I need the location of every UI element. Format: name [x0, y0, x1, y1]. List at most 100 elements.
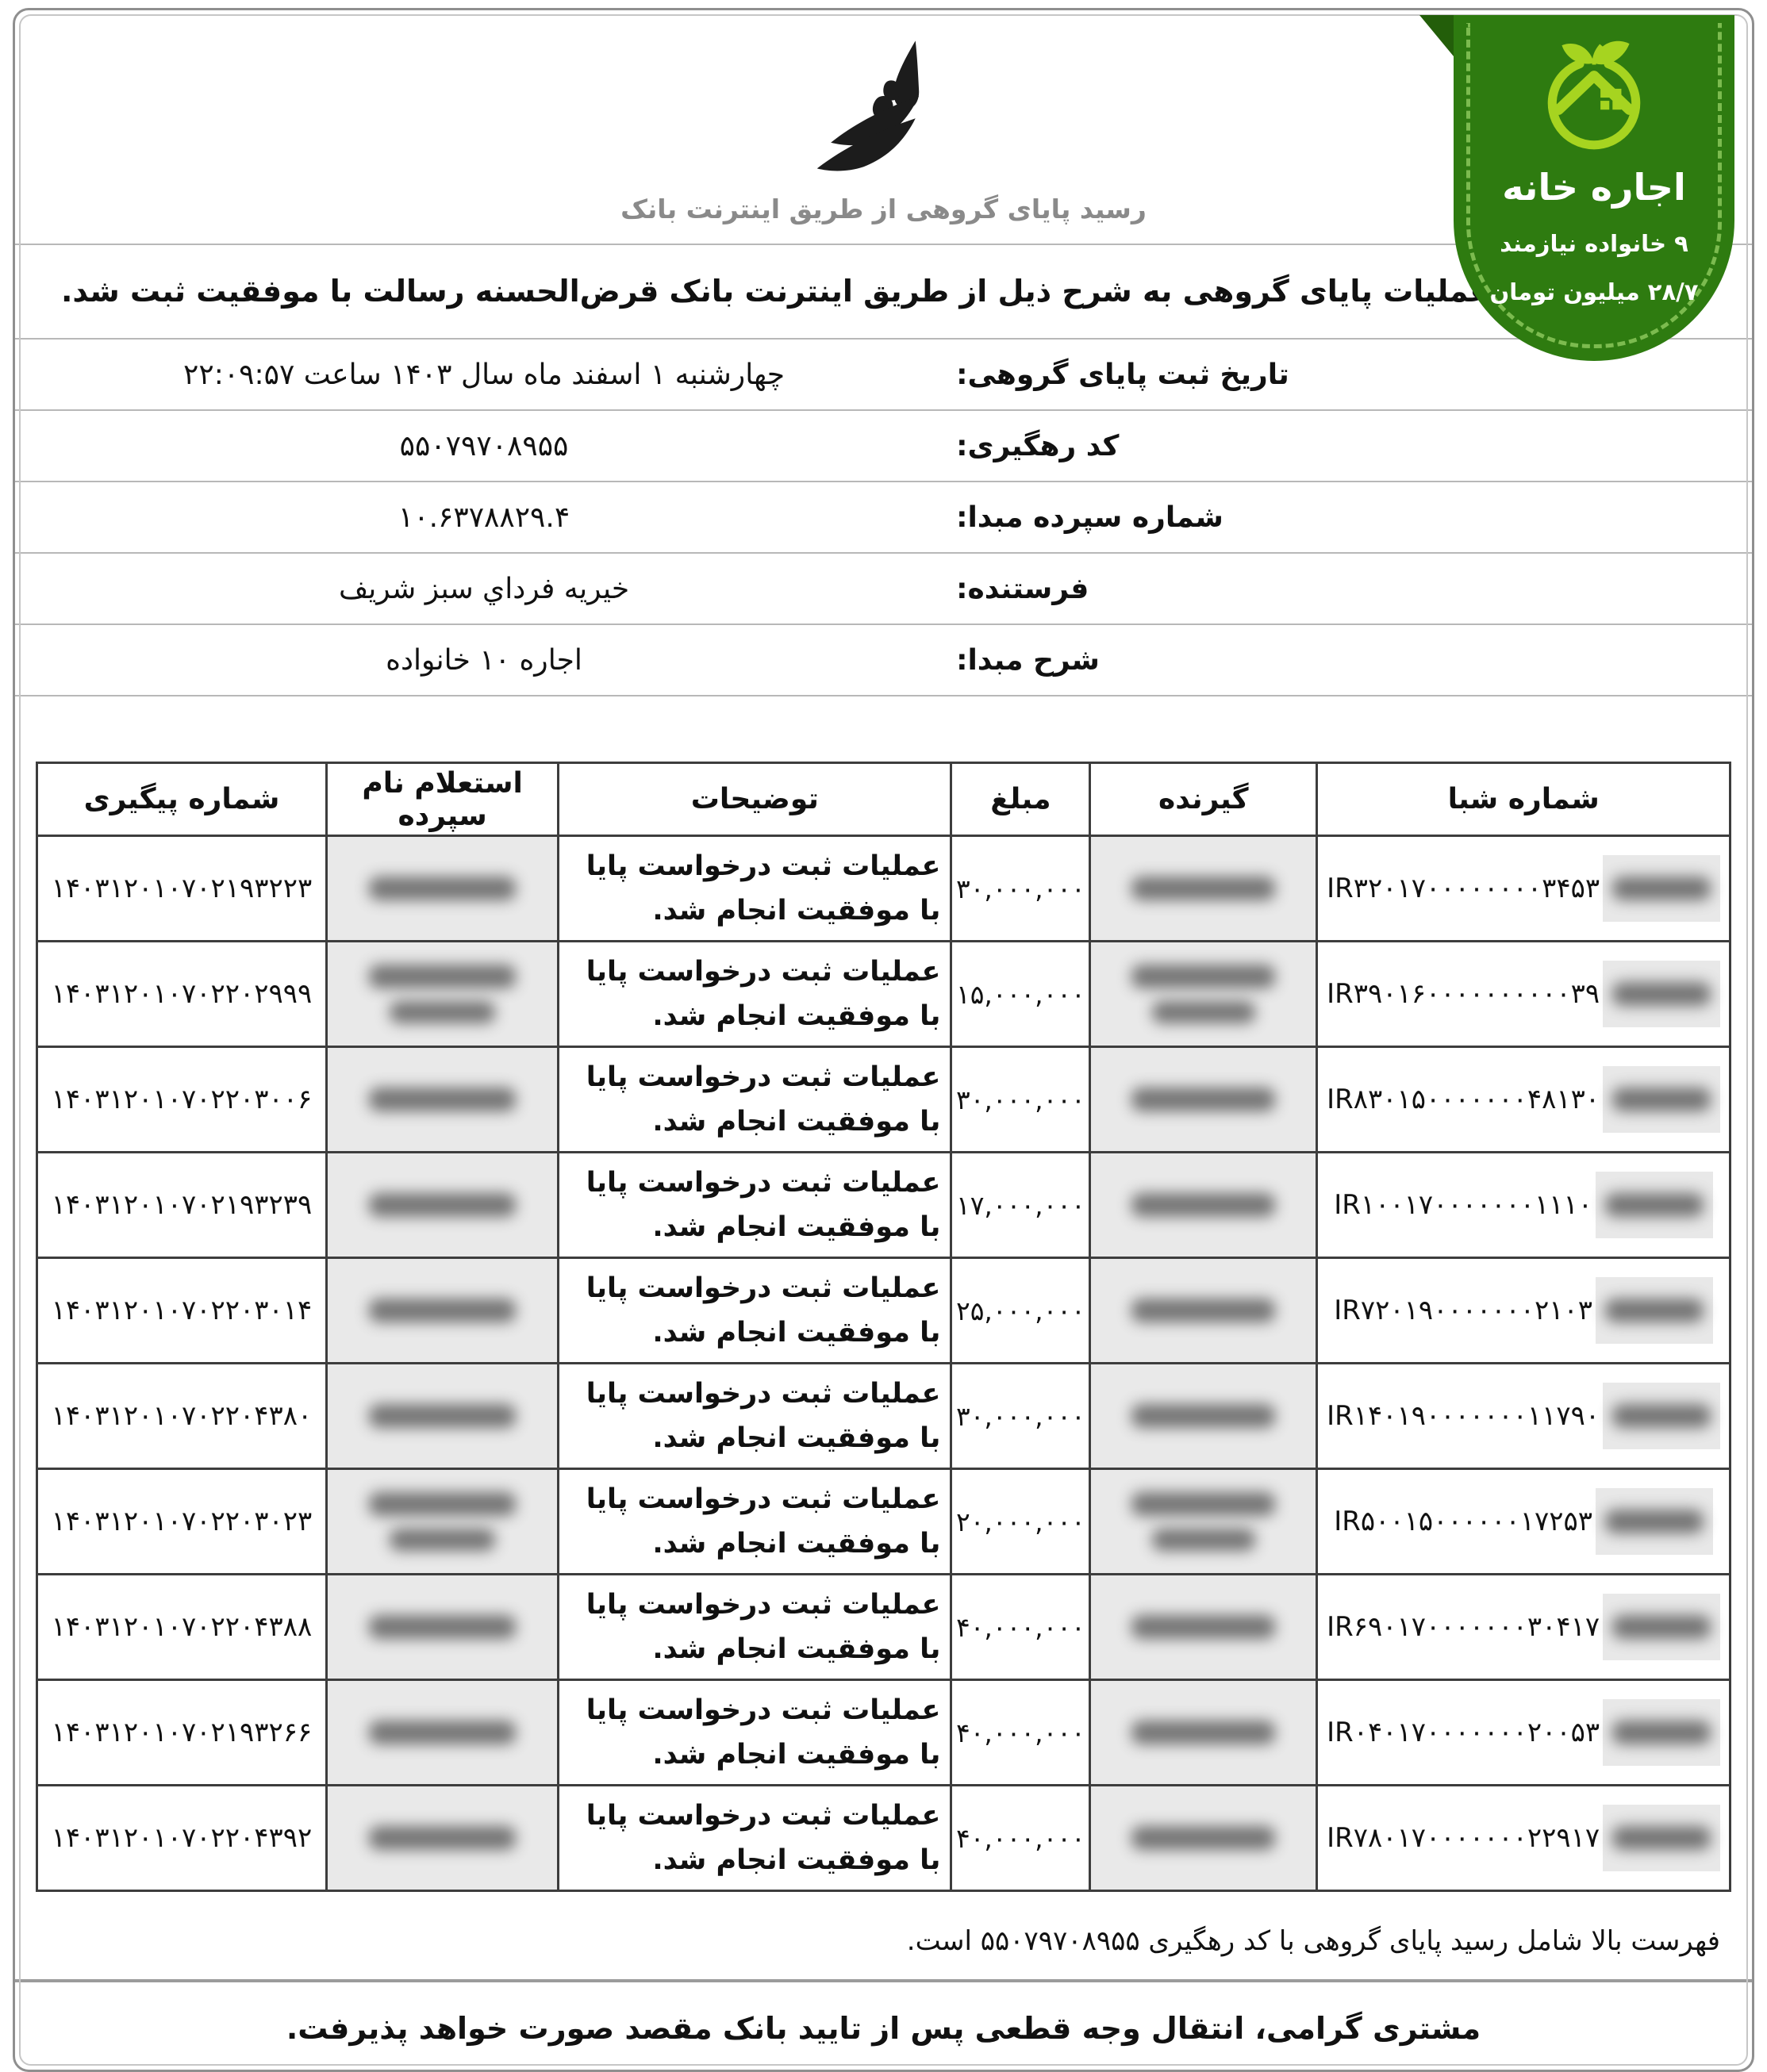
name-inquiry-cell [325, 1679, 560, 1787]
redacted-receiver-name [1091, 1575, 1316, 1679]
redacted-sheba-digits [1596, 1277, 1714, 1345]
receipt-header: رسید پایای گروهی از طریق اینترنت بانک [15, 10, 1752, 244]
paya-row: IR۵۰۰۱۵۰۰۰۰۰۰۱۷۲۵۳ ۲۰,۰۰۰,۰۰۰ عملیات ثبت… [36, 1468, 1731, 1576]
amount-cell: ۴۰,۰۰۰,۰۰۰ [950, 1784, 1092, 1893]
name-inquiry-cell [325, 1046, 560, 1154]
description-cell: عملیات ثبت درخواست پایا با موفقیت انجام … [557, 1362, 953, 1471]
redacted-deposit-name [327, 1681, 558, 1785]
blur-smudge [369, 1193, 517, 1218]
sheba-number: IR۳۹۰۱۶۰۰۰۰۰۰۰۰۰۰۳۹ [1327, 978, 1600, 1011]
paya-row: IR۱۰۰۱۷۰۰۰۰۰۰۰۱۱۱۰ ۱۷,۰۰۰,۰۰۰ عملیات ثبت… [36, 1151, 1731, 1260]
footer-note: فهرست بالا شامل رسید پایای گروهی با کد ر… [906, 1925, 1720, 1958]
paya-row: IR۷۲۰۱۹۰۰۰۰۰۰۰۲۱۰۳ ۲۵,۰۰۰,۰۰۰ عملیات ثبت… [36, 1257, 1731, 1365]
paya-row: IR۰۴۰۱۷۰۰۰۰۰۰۰۲۰۰۵۳ ۴۰,۰۰۰,۰۰۰ عملیات ثب… [36, 1679, 1731, 1787]
description-cell: عملیات ثبت درخواست پایا با موفقیت انجام … [557, 940, 953, 1049]
redacted-sheba-digits [1603, 1699, 1721, 1767]
field-label: کد رهگیری: [956, 429, 1120, 462]
sheba-cell: IR۸۳۰۱۵۰۰۰۰۰۰۰۴۸۱۳۰ [1316, 1046, 1731, 1154]
redacted-sheba-digits [1596, 1172, 1714, 1239]
field-row: فرستنده: خیریه فرداي سبز شریف [15, 554, 1752, 626]
receiver-cell [1089, 1362, 1319, 1471]
receiver-cell [1089, 1151, 1319, 1260]
name-inquiry-cell [325, 1573, 560, 1682]
redacted-receiver-name [1091, 1364, 1316, 1468]
receiver-cell [1089, 1679, 1319, 1787]
tracking-cell: ۱۴۰۳۱۲۰۱۰۷۰۲۲۰۳۰۱۴ [36, 1257, 328, 1365]
tracking-cell: ۱۴۰۳۱۲۰۱۰۷۰۲۲۰۴۳۸۸ [36, 1573, 328, 1682]
paya-row: IR۳۹۰۱۶۰۰۰۰۰۰۰۰۰۰۳۹ ۱۵,۰۰۰,۰۰۰ عملیات ثب… [36, 940, 1731, 1049]
redacted-sheba-digits [1603, 1594, 1721, 1661]
field-label: تاریخ ثبت پایای گروهی: [956, 358, 1289, 391]
blur-smudge [1605, 1510, 1704, 1534]
receiver-cell [1089, 1784, 1319, 1893]
amount-cell: ۱۵,۰۰۰,۰۰۰ [950, 940, 1092, 1049]
description-cell: عملیات ثبت درخواست پایا با موفقیت انجام … [557, 1679, 953, 1787]
blur-smudge [1151, 1529, 1255, 1552]
blur-smudge [1605, 1299, 1704, 1323]
footer-warning: مشتری گرامی، انتقال وجه قطعی پس از تایید… [286, 2011, 1481, 2047]
name-inquiry-cell [325, 835, 560, 943]
field-label: فرستنده: [956, 572, 1089, 605]
description-cell: عملیات ثبت درخواست پایا با موفقیت انجام … [557, 1784, 953, 1893]
badge-amount-line: ۲۸/۷ میلیون تومان [1489, 278, 1699, 305]
name-inquiry-cell [325, 1362, 560, 1471]
field-row: شماره سپرده مبدا: ۱۰.۶۳۷۸۸۲۹.۴ [15, 482, 1752, 554]
paya-row: IR۷۸۰۱۷۰۰۰۰۰۰۰۲۲۹۱۷ ۴۰,۰۰۰,۰۰۰ عملیات ثب… [36, 1784, 1731, 1893]
badge-title: اجاره خانه [1502, 166, 1686, 209]
field-value: اجاره ۱۰ خانواده [386, 643, 582, 677]
blur-smudge [369, 965, 517, 989]
paya-row: IR۶۹۰۱۷۰۰۰۰۰۰۰۳۰۴۱۷ ۴۰,۰۰۰,۰۰۰ عملیات ثب… [36, 1573, 1731, 1682]
tracking-cell: ۱۴۰۳۱۲۰۱۰۷۰۲۲۰۴۳۸۰ [36, 1362, 328, 1471]
sheba-number: IR۱۴۰۱۹۰۰۰۰۰۰۰۱۱۷۹۰ [1327, 1400, 1600, 1433]
redacted-sheba-digits [1603, 961, 1721, 1028]
blur-smudge [1131, 877, 1276, 901]
description-cell: عملیات ثبت درخواست پایا با موفقیت انجام … [557, 1468, 953, 1576]
sheba-number: IR۶۹۰۱۷۰۰۰۰۰۰۰۳۰۴۱۷ [1327, 1611, 1600, 1644]
divider [15, 338, 1752, 340]
receipt-page: اجاره خانه ۹ خانواده نیازمند ۲۸/۷ میلیون… [13, 8, 1754, 2072]
blur-smudge [1612, 1826, 1711, 1851]
divider [15, 244, 1752, 245]
col-header-tracking: شماره پیگیری [36, 762, 328, 838]
col-header-name-inquiry: استعلام نام سپرده [325, 762, 560, 838]
blur-smudge [1131, 965, 1276, 989]
col-header-description: توضیحات [557, 762, 953, 838]
paya-row: IR۱۴۰۱۹۰۰۰۰۰۰۰۱۱۷۹۰ ۳۰,۰۰۰,۰۰۰ عملیات ثب… [36, 1362, 1731, 1471]
sheba-cell: IR۷۸۰۱۷۰۰۰۰۰۰۰۲۲۹۱۷ [1316, 1784, 1731, 1893]
tracking-cell: ۱۴۰۳۱۲۰۱۰۷۰۲۲۰۴۳۹۲ [36, 1784, 328, 1893]
field-value: ۵۵۰۷۹۷۰۸۹۵۵ [399, 429, 569, 462]
redacted-receiver-name [1091, 942, 1316, 1046]
tracking-cell: ۱۴۰۳۱۲۰۱۰۷۰۲۱۹۳۲۶۶ [36, 1679, 328, 1787]
blur-smudge [1612, 877, 1711, 901]
redacted-receiver-name [1091, 1048, 1316, 1152]
redacted-sheba-digits [1603, 855, 1721, 923]
name-inquiry-cell [325, 1151, 560, 1260]
tracking-cell: ۱۴۰۳۱۲۰۱۰۷۰۲۱۹۳۲۳۹ [36, 1151, 328, 1260]
blur-smudge [1131, 1299, 1276, 1323]
amount-cell: ۳۰,۰۰۰,۰۰۰ [950, 835, 1092, 943]
receiver-cell [1089, 1468, 1319, 1576]
redacted-sheba-digits [1603, 1383, 1721, 1450]
receipt-fields: تاریخ ثبت پایای گروهی: چهارشنبه ۱ اسفند … [15, 340, 1752, 697]
blur-smudge [390, 1001, 496, 1024]
blur-smudge [1605, 1193, 1704, 1218]
col-header-amount: مبلغ [950, 762, 1092, 838]
redacted-deposit-name [327, 1575, 558, 1679]
field-label: شرح مبدا: [956, 643, 1100, 677]
success-message: عملیات پایای گروهی به شرح ذیل از طریق ای… [61, 274, 1490, 309]
blur-smudge [1131, 1088, 1276, 1112]
sheba-number: IR۷۲۰۱۹۰۰۰۰۰۰۰۲۱۰۳ [1334, 1295, 1593, 1327]
sheba-number: IR۵۰۰۱۵۰۰۰۰۰۰۱۷۲۵۳ [1334, 1506, 1593, 1538]
description-cell: عملیات ثبت درخواست پایا با موفقیت انجام … [557, 1046, 953, 1154]
redacted-deposit-name [327, 837, 558, 941]
tracking-cell: ۱۴۰۳۱۲۰۱۰۷۰۲۲۰۳۰۰۶ [36, 1046, 328, 1154]
sheba-number: IR۱۰۰۱۷۰۰۰۰۰۰۰۱۱۱۰ [1334, 1189, 1593, 1222]
redacted-receiver-name [1091, 1153, 1316, 1257]
tracking-cell: ۱۴۰۳۱۲۰۱۰۷۰۲۲۰۳۰۲۳ [36, 1468, 328, 1576]
redacted-deposit-name [327, 1470, 558, 1574]
sheba-cell: IR۳۲۰۱۷۰۰۰۰۰۰۰۰۳۴۵۳ [1316, 835, 1731, 943]
field-label: شماره سپرده مبدا: [956, 501, 1223, 534]
col-header-receiver: گیرنده [1089, 762, 1319, 838]
sheba-cell: IR۰۴۰۱۷۰۰۰۰۰۰۰۲۰۰۵۳ [1316, 1679, 1731, 1787]
redacted-sheba-digits [1603, 1805, 1721, 1872]
